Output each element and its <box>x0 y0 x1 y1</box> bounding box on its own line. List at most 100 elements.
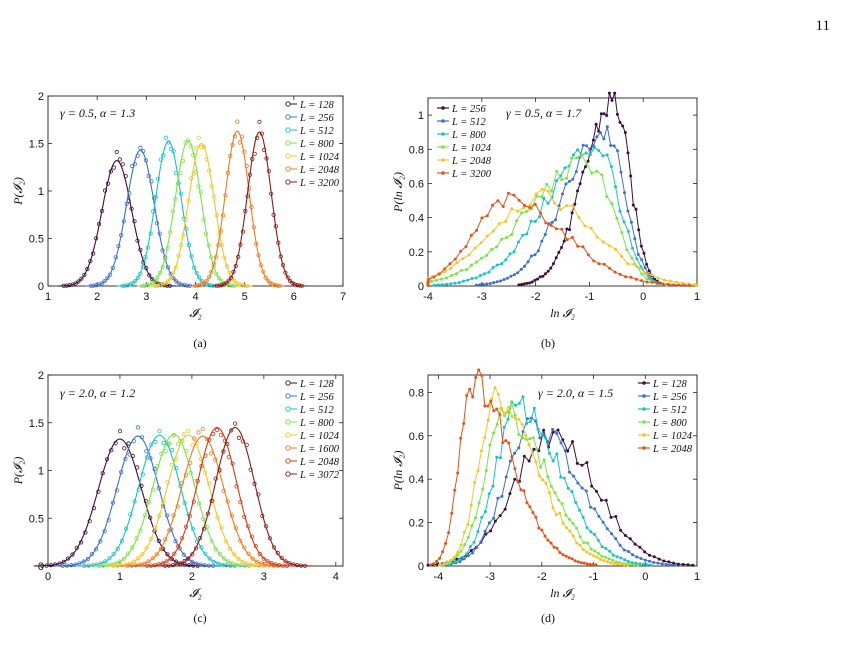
data-point <box>561 192 564 196</box>
data-point <box>214 213 219 218</box>
data-point <box>145 282 150 288</box>
data-point <box>585 461 589 464</box>
legend-label: L = 128 <box>652 379 687 390</box>
data-point <box>213 457 218 462</box>
data-point <box>156 538 161 544</box>
data-point <box>440 277 443 281</box>
data-point <box>191 171 196 176</box>
data-point <box>529 219 533 223</box>
data-point <box>521 233 525 237</box>
data-point <box>478 274 482 277</box>
data-point <box>227 546 233 551</box>
legend-label: L = 256 <box>299 113 334 124</box>
chart-panel-a: 1 2 3 4 5 6 7 0 0.5 1 1.5 2 𝓘₂ P(𝓘₂) γ = 0.5, α = 1.3 L… <box>11 91 346 320</box>
data-point <box>567 179 571 183</box>
data-point <box>504 258 508 262</box>
data-point <box>186 563 192 568</box>
data-point <box>510 233 514 237</box>
data-point <box>117 429 123 434</box>
data-point <box>602 112 606 116</box>
data-point <box>495 280 499 284</box>
data-point <box>632 262 636 266</box>
data-point <box>263 562 268 567</box>
data-point <box>57 561 62 566</box>
data-point <box>504 439 508 443</box>
legend-marker <box>285 406 291 412</box>
data-point <box>561 521 565 525</box>
data-point <box>181 552 186 557</box>
data-point <box>161 282 166 287</box>
data-point <box>495 263 499 267</box>
data-point <box>205 524 210 530</box>
data-point <box>563 449 567 453</box>
data-point <box>466 278 470 282</box>
data-point <box>609 561 613 565</box>
data-point <box>638 266 642 270</box>
data-point <box>136 556 141 561</box>
data-point <box>649 563 653 567</box>
data-point <box>686 563 690 567</box>
parameter-annotation: γ = 2.0, α = 1.5 <box>538 386 613 400</box>
data-point <box>140 472 145 477</box>
data-point <box>174 171 179 176</box>
data-point <box>622 563 626 567</box>
data-point <box>144 545 149 551</box>
data-point <box>607 244 611 248</box>
data-point <box>195 478 200 483</box>
data-point <box>176 253 181 258</box>
data-point <box>197 282 202 288</box>
data-point <box>167 528 172 533</box>
data-point <box>546 269 550 273</box>
data-point <box>559 475 563 479</box>
y-tick-label: 0 <box>38 281 44 293</box>
data-point <box>549 223 553 227</box>
data-point <box>468 545 472 549</box>
data-point <box>269 560 274 566</box>
data-point <box>650 273 654 277</box>
data-point <box>134 536 139 541</box>
data-point <box>585 526 589 530</box>
data-point <box>125 283 130 288</box>
data-point <box>153 283 158 288</box>
data-point <box>533 278 537 282</box>
data-point <box>231 269 236 274</box>
legend-label: L = 1024 <box>299 431 340 442</box>
data-point <box>470 524 474 528</box>
data-point <box>640 258 644 262</box>
data-point <box>174 465 179 471</box>
data-point <box>124 201 129 206</box>
x-tick-label: 1 <box>117 571 123 583</box>
data-point <box>534 515 538 519</box>
data-point <box>171 270 176 275</box>
data-point <box>560 227 564 231</box>
legend-marker <box>441 119 445 123</box>
data-point <box>588 153 592 157</box>
legend: L = 128 L = 256 L = 512 L = 800 L = 1024 L = … <box>285 100 340 189</box>
data-point <box>154 552 159 557</box>
data-point <box>555 179 558 183</box>
data-point <box>430 279 433 283</box>
data-point <box>209 184 214 189</box>
data-point <box>628 537 632 541</box>
parameter-annotation: γ = 2.0, α = 1.2 <box>60 386 135 400</box>
data-point <box>585 162 589 166</box>
data-point <box>154 221 160 226</box>
data-point <box>542 458 546 462</box>
data-point <box>132 499 137 504</box>
data-point <box>470 263 473 267</box>
data-point <box>180 158 186 163</box>
data-point <box>551 430 555 434</box>
legend-marker <box>285 140 291 146</box>
legend-label: L = 512 <box>299 126 334 137</box>
data-point <box>211 261 216 266</box>
data-point <box>525 421 529 425</box>
data-point <box>574 170 578 174</box>
data-point <box>197 275 202 280</box>
data-point <box>203 231 209 236</box>
data-point <box>528 505 532 509</box>
legend-marker <box>441 106 445 110</box>
data-point <box>140 552 145 557</box>
data-point <box>140 264 145 269</box>
data-point <box>167 283 172 288</box>
data-point <box>151 209 156 214</box>
